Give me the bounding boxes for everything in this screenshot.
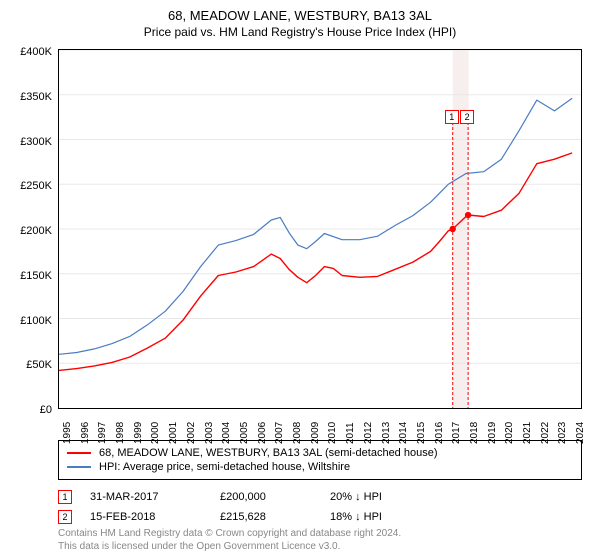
- marker-ref-box: 1: [58, 490, 72, 504]
- sale-price: £200,000: [220, 491, 330, 503]
- chart-legend: 68, MEADOW LANE, WESTBURY, BA13 3AL (sem…: [58, 440, 582, 480]
- y-tick-label: £300K: [2, 136, 52, 148]
- legend-item: HPI: Average price, semi-detached house,…: [67, 461, 573, 473]
- table-row: 2 15-FEB-2018 £215,628 18% ↓ HPI: [58, 510, 582, 524]
- hpi-diff: 20% ↓ HPI: [330, 491, 490, 503]
- y-tick-label: £200K: [2, 225, 52, 237]
- sale-price: £215,628: [220, 511, 330, 523]
- legend-label: HPI: Average price, semi-detached house,…: [99, 461, 350, 473]
- y-tick-label: £100K: [2, 315, 52, 327]
- y-tick-label: £250K: [2, 180, 52, 192]
- sale-date: 15-FEB-2018: [90, 511, 220, 523]
- table-row: 1 31-MAR-2017 £200,000 20% ↓ HPI: [58, 490, 582, 504]
- chart-marker-box: 2: [460, 110, 474, 124]
- attribution-footer: Contains HM Land Registry data © Crown c…: [58, 528, 401, 553]
- legend-swatch: [67, 452, 91, 454]
- y-tick-label: £150K: [2, 270, 52, 282]
- subtitle: Price paid vs. HM Land Registry's House …: [0, 25, 600, 39]
- sale-date: 31-MAR-2017: [90, 491, 220, 503]
- legend-item: 68, MEADOW LANE, WESTBURY, BA13 3AL (sem…: [67, 447, 573, 459]
- legend-swatch: [67, 466, 91, 468]
- y-tick-label: £400K: [2, 46, 52, 58]
- sales-table: 1 31-MAR-2017 £200,000 20% ↓ HPI 2 15-FE…: [58, 484, 582, 530]
- price-chart: [58, 49, 582, 409]
- y-tick-label: £350K: [2, 91, 52, 103]
- address-title: 68, MEADOW LANE, WESTBURY, BA13 3AL: [0, 8, 600, 23]
- hpi-diff: 18% ↓ HPI: [330, 511, 490, 523]
- y-tick-label: £50K: [2, 359, 52, 371]
- legend-label: 68, MEADOW LANE, WESTBURY, BA13 3AL (sem…: [99, 447, 438, 459]
- marker-ref-box: 2: [58, 510, 72, 524]
- chart-marker-box: 1: [445, 110, 459, 124]
- y-tick-label: £0: [2, 404, 52, 416]
